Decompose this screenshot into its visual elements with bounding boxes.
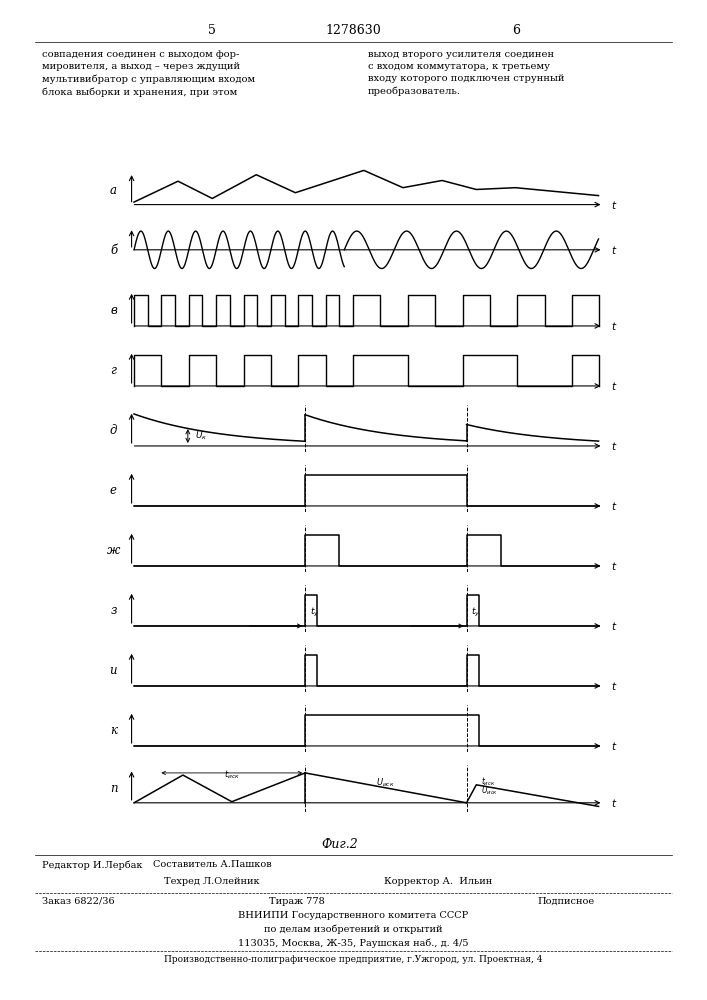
Text: $t$: $t$	[611, 680, 617, 692]
Text: 6: 6	[512, 24, 520, 37]
Text: $t$: $t$	[611, 500, 617, 512]
Text: е: е	[110, 484, 117, 497]
Text: и: и	[110, 664, 117, 677]
Text: $t$: $t$	[611, 740, 617, 752]
Text: $t_{иск}$: $t_{иск}$	[481, 776, 496, 788]
Text: а: а	[110, 184, 117, 197]
Text: $t$: $t$	[611, 440, 617, 452]
Text: $t$: $t$	[611, 797, 617, 809]
Text: Составитель А.Пашков: Составитель А.Пашков	[153, 860, 271, 869]
Text: Заказ 6822/36: Заказ 6822/36	[42, 897, 115, 906]
Text: $t_у$: $t_у$	[472, 606, 481, 619]
Text: $t$: $t$	[611, 620, 617, 632]
Text: ж: ж	[107, 544, 120, 557]
Text: 5: 5	[208, 24, 216, 37]
Text: Редактор И.Лербак: Редактор И.Лербак	[42, 860, 143, 870]
Text: $t_у$: $t_у$	[310, 606, 320, 619]
Text: совпадения соединен с выходом фор-
мировителя, а выход – через ждущий
мультивибр: совпадения соединен с выходом фор- миров…	[42, 50, 255, 97]
Text: ВНИИПИ Государственного комитета СССР: ВНИИПИ Государственного комитета СССР	[238, 911, 469, 920]
Text: Техред Л.Олейник: Техред Л.Олейник	[164, 877, 260, 886]
Text: з: з	[110, 604, 117, 617]
Text: в: в	[110, 304, 117, 317]
Text: б: б	[110, 244, 117, 257]
Text: по делам изобретений и открытий: по делам изобретений и открытий	[264, 925, 443, 934]
Text: Тираж 778: Тираж 778	[269, 897, 325, 906]
Text: Фиг.2: Фиг.2	[321, 838, 358, 851]
Text: $U_к$: $U_к$	[195, 430, 208, 442]
Text: $t$: $t$	[611, 560, 617, 572]
Text: к: к	[110, 724, 117, 737]
Text: $t$: $t$	[611, 244, 617, 256]
Text: $t$: $t$	[611, 199, 617, 211]
Text: $t_{иск}$: $t_{иск}$	[225, 769, 240, 781]
Text: Подписное: Подписное	[537, 897, 594, 906]
Text: 1278630: 1278630	[326, 24, 381, 37]
Text: выход второго усилителя соединен
с входом коммутатора, к третьему
входу которого: выход второго усилителя соединен с входо…	[368, 50, 564, 96]
Text: п: п	[110, 782, 117, 795]
Text: $U_{иск}$: $U_{иск}$	[376, 777, 395, 789]
Text: $U_{иск}$: $U_{иск}$	[481, 785, 498, 797]
Text: 113035, Москва, Ж-35, Раушская наб., д. 4/5: 113035, Москва, Ж-35, Раушская наб., д. …	[238, 939, 469, 948]
Text: д: д	[110, 424, 117, 437]
Text: $t$: $t$	[611, 380, 617, 392]
Text: Производственно-полиграфическое предприятие, г.Ужгород, ул. Проектная, 4: Производственно-полиграфическое предприя…	[164, 955, 543, 964]
Text: г: г	[110, 364, 117, 377]
Text: Корректор А.  Ильин: Корректор А. Ильин	[384, 877, 493, 886]
Text: $t$: $t$	[611, 320, 617, 332]
